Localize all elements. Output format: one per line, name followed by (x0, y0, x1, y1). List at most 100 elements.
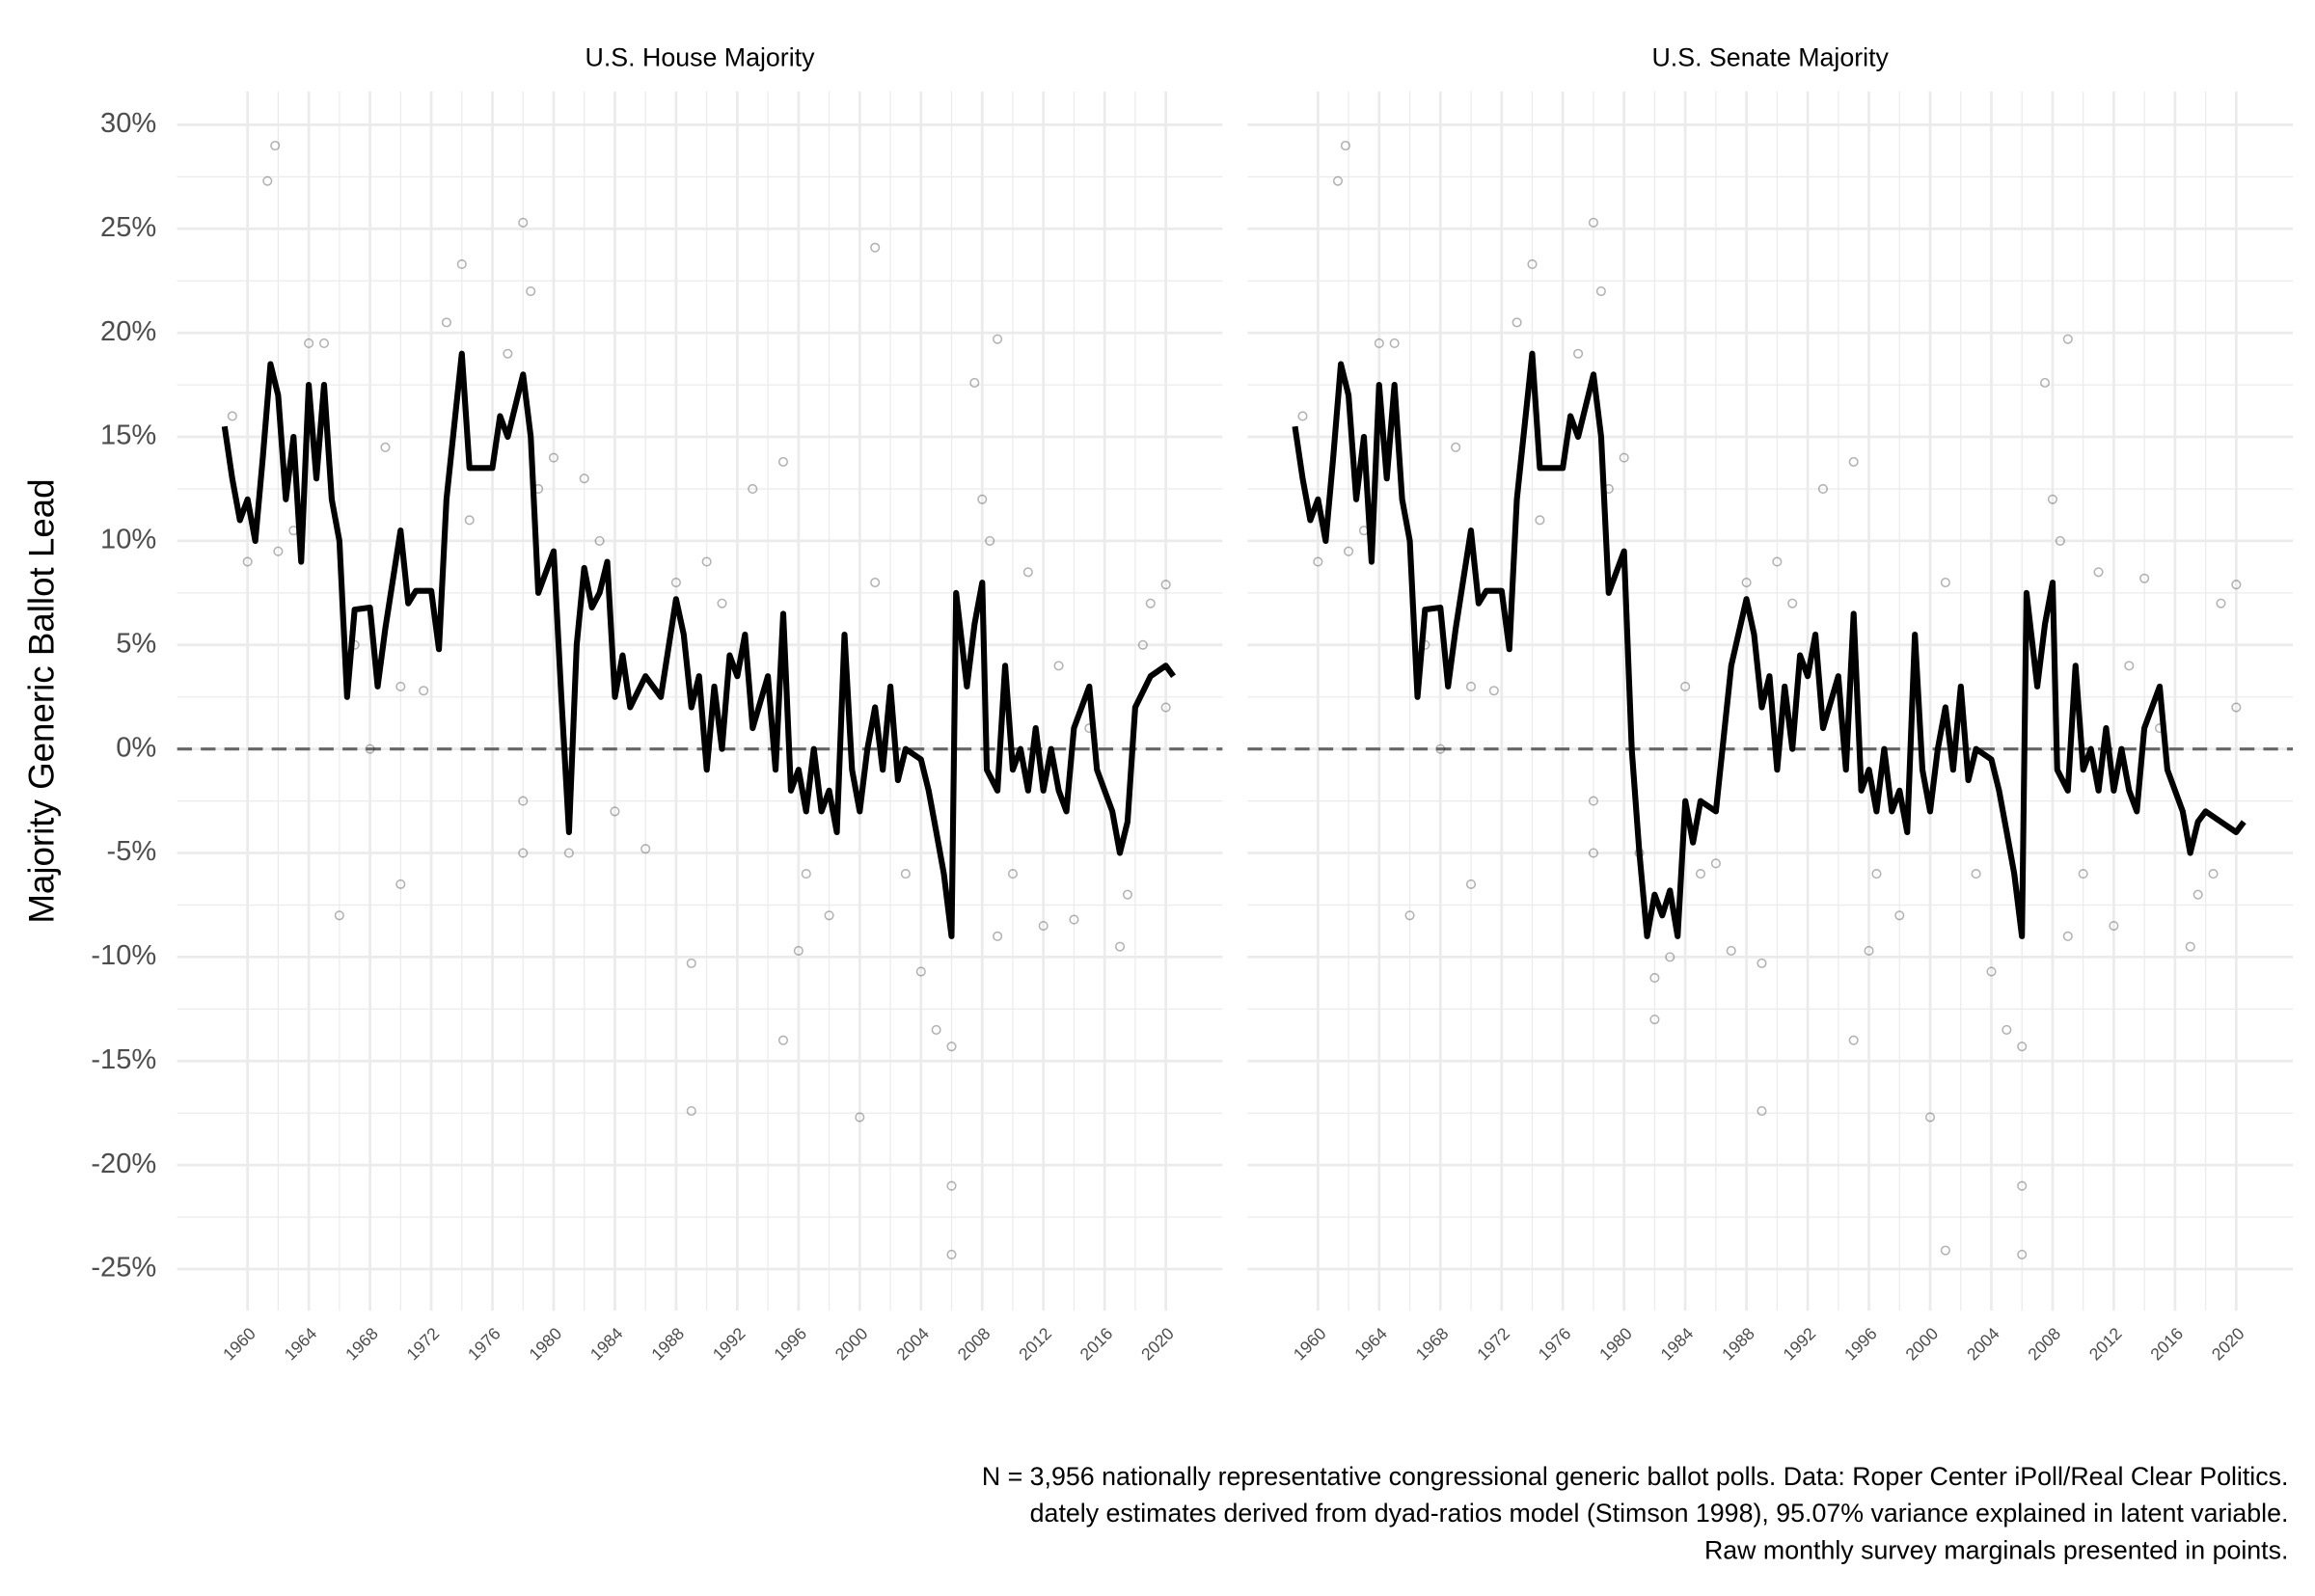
poll-point (1053, 661, 1064, 671)
poll-point (2231, 580, 2242, 590)
poll-point (1451, 442, 1461, 452)
poll-point (464, 515, 475, 526)
poll-point (1817, 483, 1828, 495)
x-tick-label: 2008 (2024, 1323, 2064, 1364)
y-tick-label: 20% (100, 316, 156, 347)
y-tick-label: 15% (100, 420, 156, 451)
poll-point (2216, 598, 2226, 609)
poll-point (1940, 1245, 1950, 1256)
trend-line (221, 350, 1177, 939)
panel-title: U.S. House Majority (586, 42, 816, 71)
poll-point (1595, 285, 1606, 297)
poll-point (1038, 920, 1049, 932)
poll-point (2055, 535, 2065, 546)
caption: dately estimates derived from dyad-ratio… (1030, 1499, 2289, 1528)
poll-point (273, 546, 284, 556)
poll-point (985, 535, 995, 546)
poll-point (2124, 661, 2135, 671)
poll-point (1465, 681, 1477, 691)
poll-point (2192, 889, 2203, 900)
poll-point (870, 242, 881, 253)
x-tick-label: 1968 (1412, 1323, 1453, 1364)
poll-point (1344, 546, 1354, 556)
trend-line (1292, 350, 2247, 939)
poll-point (1488, 686, 1499, 696)
y-tick-label: -20% (91, 1149, 156, 1179)
poll-point (1122, 889, 1133, 900)
x-tick-label: 2016 (2146, 1323, 2187, 1364)
poll-point (1389, 338, 1400, 349)
y-tick-label: -5% (107, 836, 157, 867)
poll-point (518, 217, 529, 228)
y-tick-label: 5% (116, 628, 156, 659)
poll-point (395, 879, 406, 889)
x-tick-label: 1960 (1290, 1323, 1330, 1364)
poll-point (824, 910, 834, 921)
x-tick-label: 2012 (2085, 1324, 2126, 1365)
y-axis-label: Majority Generic Ballot Lead (22, 478, 62, 923)
poll-point (915, 966, 926, 977)
x-tick-label: 2004 (892, 1323, 933, 1364)
poll-point (748, 483, 758, 495)
y-tick-label: 10% (100, 525, 156, 555)
y-tick-label: -25% (91, 1253, 156, 1284)
poll-point (2139, 573, 2150, 583)
poll-point (1588, 217, 1598, 228)
poll-point (594, 535, 605, 546)
poll-point (227, 411, 237, 421)
poll-point (1535, 515, 1545, 526)
x-tick-label: 1980 (1595, 1323, 1636, 1364)
poll-point (242, 556, 253, 567)
poll-point (1695, 869, 1706, 879)
x-tick-label: 2000 (831, 1323, 872, 1364)
poll-point (969, 377, 980, 388)
poll-point (563, 848, 574, 858)
poll-point (2017, 1180, 2028, 1191)
poll-point (777, 456, 789, 467)
poll-point (1710, 858, 1721, 869)
poll-point (1649, 1014, 1660, 1025)
poll-point (686, 958, 696, 968)
poll-point (262, 176, 273, 186)
x-tick-label: 1964 (1350, 1323, 1391, 1364)
poll-point (1588, 848, 1598, 858)
poll-point (946, 1180, 957, 1191)
poll-point (1757, 1106, 1767, 1117)
poll-point (2093, 567, 2104, 578)
y-tick-label: -15% (91, 1044, 156, 1075)
poll-point (2017, 1041, 2028, 1052)
poll-point (1527, 258, 1538, 270)
poll-point (1757, 958, 1767, 968)
y-tick-label: 30% (100, 108, 156, 139)
poll-point (1588, 796, 1598, 806)
poll-point (1512, 317, 1522, 328)
poll-point (318, 338, 330, 349)
x-tick-label: 2004 (1963, 1323, 2003, 1364)
x-tick-label: 1964 (281, 1323, 321, 1364)
poll-point (1313, 556, 1323, 567)
poll-point (419, 686, 429, 696)
poll-point (2017, 1249, 2028, 1259)
poll-point (2109, 920, 2119, 932)
x-tick-label: 1980 (525, 1323, 565, 1364)
x-tick-label: 2020 (1137, 1323, 1178, 1364)
poll-point (395, 681, 406, 691)
poll-point (441, 317, 451, 328)
poll-point (686, 1106, 696, 1117)
x-tick-label: 1968 (341, 1323, 382, 1364)
poll-point (1848, 456, 1859, 467)
poll-point (1971, 869, 1981, 879)
poll-point (518, 796, 529, 806)
x-tick-label: 2020 (2208, 1323, 2248, 1364)
x-tick-label: 1996 (770, 1323, 810, 1364)
poll-point (946, 1041, 957, 1052)
poll-point (1619, 452, 1629, 463)
x-tick-label: 1984 (586, 1323, 627, 1364)
poll-point (270, 140, 281, 151)
poll-point (1726, 945, 1736, 956)
poll-point (2078, 869, 2088, 879)
poll-point (777, 1035, 789, 1045)
poll-point (2039, 377, 2051, 388)
poll-point (1741, 578, 1752, 588)
poll-point (793, 945, 803, 956)
